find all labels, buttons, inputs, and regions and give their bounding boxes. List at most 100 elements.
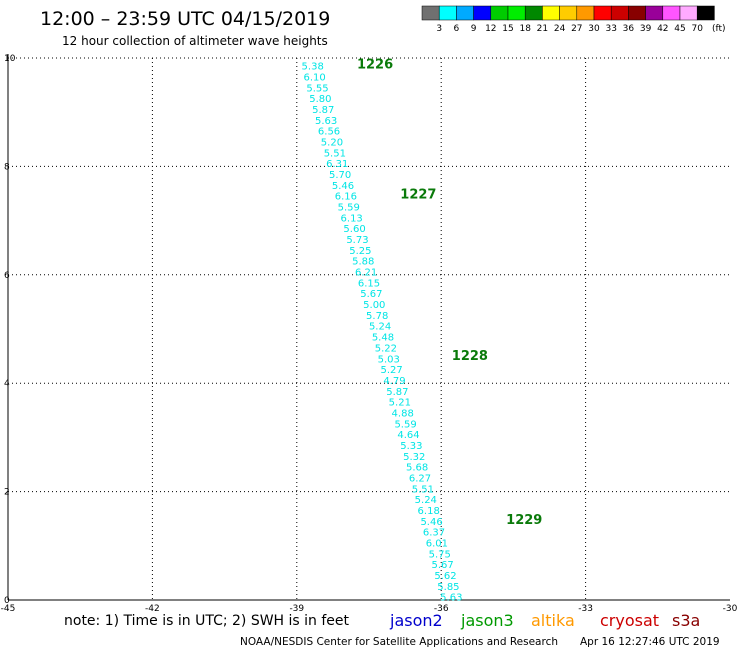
legend-unit: (ft) bbox=[712, 24, 726, 34]
legend-swatch bbox=[456, 5, 474, 21]
chart-subtitle: 12 hour collection of altimeter wave hei… bbox=[62, 34, 328, 48]
legend-swatch bbox=[473, 5, 492, 21]
footer-note: note: 1) Time is in UTC; 2) SWH is in fe… bbox=[64, 613, 350, 629]
footer-timestamp: Apr 16 12:27:46 UTC 2019 bbox=[580, 636, 720, 648]
pass-time-label: 1229 bbox=[506, 513, 542, 528]
legend-swatch bbox=[438, 5, 457, 21]
y-tick-label: 6 bbox=[4, 271, 10, 281]
wave-height-label: 6.56 bbox=[318, 127, 340, 138]
legend-swatch bbox=[645, 5, 664, 21]
satellite-altika-label: altika bbox=[531, 611, 575, 630]
legend-swatch bbox=[593, 5, 612, 21]
wave-height-label: 5.88 bbox=[352, 257, 374, 268]
wave-height-label: 6.21 bbox=[355, 268, 377, 279]
legend-swatch bbox=[576, 5, 595, 21]
wave-height-label: 6.18 bbox=[418, 506, 440, 517]
wave-height-label: 5.51 bbox=[324, 148, 346, 159]
axes: -45 -42 -39 -36 -33 -30 0 2 4 6 8 10 bbox=[1, 54, 738, 614]
wave-height-label: 5.24 bbox=[415, 495, 437, 506]
wave-height-label: 5.59 bbox=[394, 419, 416, 430]
legend-label: 18 bbox=[519, 24, 531, 34]
legend-label: 9 bbox=[471, 24, 477, 34]
x-tick-label: -33 bbox=[578, 604, 593, 614]
wave-height-label: 5.03 bbox=[378, 354, 400, 365]
footer-credit: NOAA/NESDIS Center for Satellite Applica… bbox=[240, 636, 558, 648]
wave-height-label: 6.16 bbox=[335, 192, 357, 203]
x-tick-label: -42 bbox=[145, 604, 160, 614]
legend-swatch bbox=[421, 5, 440, 21]
satellite-legend: jason2 jason3 altika cryosat s3a bbox=[389, 611, 700, 630]
wave-height-label: 5.87 bbox=[386, 387, 408, 398]
wave-height-label: 5.59 bbox=[338, 203, 360, 214]
wave-height-label: 5.70 bbox=[329, 170, 351, 181]
legend-label: 39 bbox=[640, 24, 652, 34]
legend-label: 70 bbox=[691, 24, 703, 34]
wave-height-label: 4.88 bbox=[392, 408, 414, 419]
wave-height-label: 5.46 bbox=[332, 181, 354, 192]
wave-height-label: 5.20 bbox=[321, 137, 343, 148]
wave-height-label: 6.37 bbox=[423, 528, 445, 539]
legend-swatch bbox=[507, 5, 526, 21]
wave-height-label: 6.01 bbox=[426, 539, 448, 550]
wave-height-label: 5.80 bbox=[309, 94, 331, 105]
color-legend: 3 6 9 12 15 18 21 24 27 30 33 36 39 42 45 70 bbox=[421, 5, 715, 34]
wave-height-label: 6.13 bbox=[341, 213, 363, 224]
legend-label: 27 bbox=[571, 24, 582, 34]
wave-height-label: 5.55 bbox=[306, 83, 328, 94]
legend-swatch bbox=[662, 5, 681, 21]
wave-height-label: 6.27 bbox=[409, 474, 431, 485]
y-tick-label: 0 bbox=[4, 596, 10, 606]
legend-swatch bbox=[524, 5, 543, 21]
wave-height-label: 5.27 bbox=[380, 365, 402, 376]
pass-time-label: 1227 bbox=[400, 188, 436, 203]
wave-height-label: 5.24 bbox=[369, 322, 391, 333]
legend-swatch bbox=[559, 5, 578, 21]
pass-time-label: 1228 bbox=[452, 349, 488, 364]
wave-height-label: 5.25 bbox=[349, 246, 371, 257]
legend-swatch bbox=[628, 5, 646, 21]
legend-swatch bbox=[696, 5, 715, 21]
legend-label: 12 bbox=[485, 24, 496, 34]
wave-height-label: 6.10 bbox=[303, 72, 325, 83]
satellite-jason3-label: jason3 bbox=[460, 611, 514, 630]
wave-height-label: 5.63 bbox=[440, 593, 462, 604]
wave-height-label: 5.22 bbox=[375, 343, 397, 354]
legend-swatch bbox=[490, 5, 509, 21]
legend-label: 45 bbox=[674, 24, 685, 34]
pass-time-labels: 1226 1227 1228 1229 bbox=[357, 58, 542, 528]
satellite-jason2-label: jason2 bbox=[389, 611, 443, 630]
wave-height-label: 5.75 bbox=[429, 549, 451, 560]
wave-height-label: 5.21 bbox=[389, 398, 411, 409]
wave-height-label: 5.63 bbox=[315, 116, 337, 127]
legend-label: 42 bbox=[657, 24, 668, 34]
x-tick-label: -36 bbox=[434, 604, 449, 614]
wave-height-label: 5.87 bbox=[312, 105, 334, 116]
legend-label: 3 bbox=[436, 24, 442, 34]
x-tick-label: -30 bbox=[723, 604, 738, 614]
wave-height-label: 5.85 bbox=[437, 582, 459, 593]
legend-label: 15 bbox=[502, 24, 513, 34]
wave-height-label: 5.32 bbox=[403, 452, 425, 463]
y-tick-label: 10 bbox=[4, 54, 16, 64]
legend-swatch bbox=[679, 5, 698, 21]
wave-height-label: 5.46 bbox=[420, 517, 442, 528]
wave-height-label: 5.68 bbox=[406, 463, 428, 474]
legend-swatch bbox=[610, 5, 629, 21]
y-tick-label: 4 bbox=[4, 379, 10, 389]
wave-height-label: 5.78 bbox=[366, 311, 388, 322]
wave-height-label: 5.33 bbox=[400, 441, 422, 452]
wave-height-label: 5.67 bbox=[360, 289, 382, 300]
grid-lines bbox=[8, 57, 730, 600]
wave-height-label: 5.48 bbox=[372, 333, 394, 344]
wave-height-label: 4.64 bbox=[397, 430, 419, 441]
wave-height-label: 4.79 bbox=[383, 376, 405, 387]
wave-height-label: 5.60 bbox=[343, 224, 365, 235]
wave-height-label: 5.62 bbox=[434, 571, 456, 582]
legend-label: 24 bbox=[554, 24, 566, 34]
legend-label: 30 bbox=[588, 24, 600, 34]
legend-swatch bbox=[542, 5, 560, 21]
legend-label: 33 bbox=[605, 24, 616, 34]
x-tick-label: -45 bbox=[1, 604, 16, 614]
legend-label: 21 bbox=[537, 24, 548, 34]
